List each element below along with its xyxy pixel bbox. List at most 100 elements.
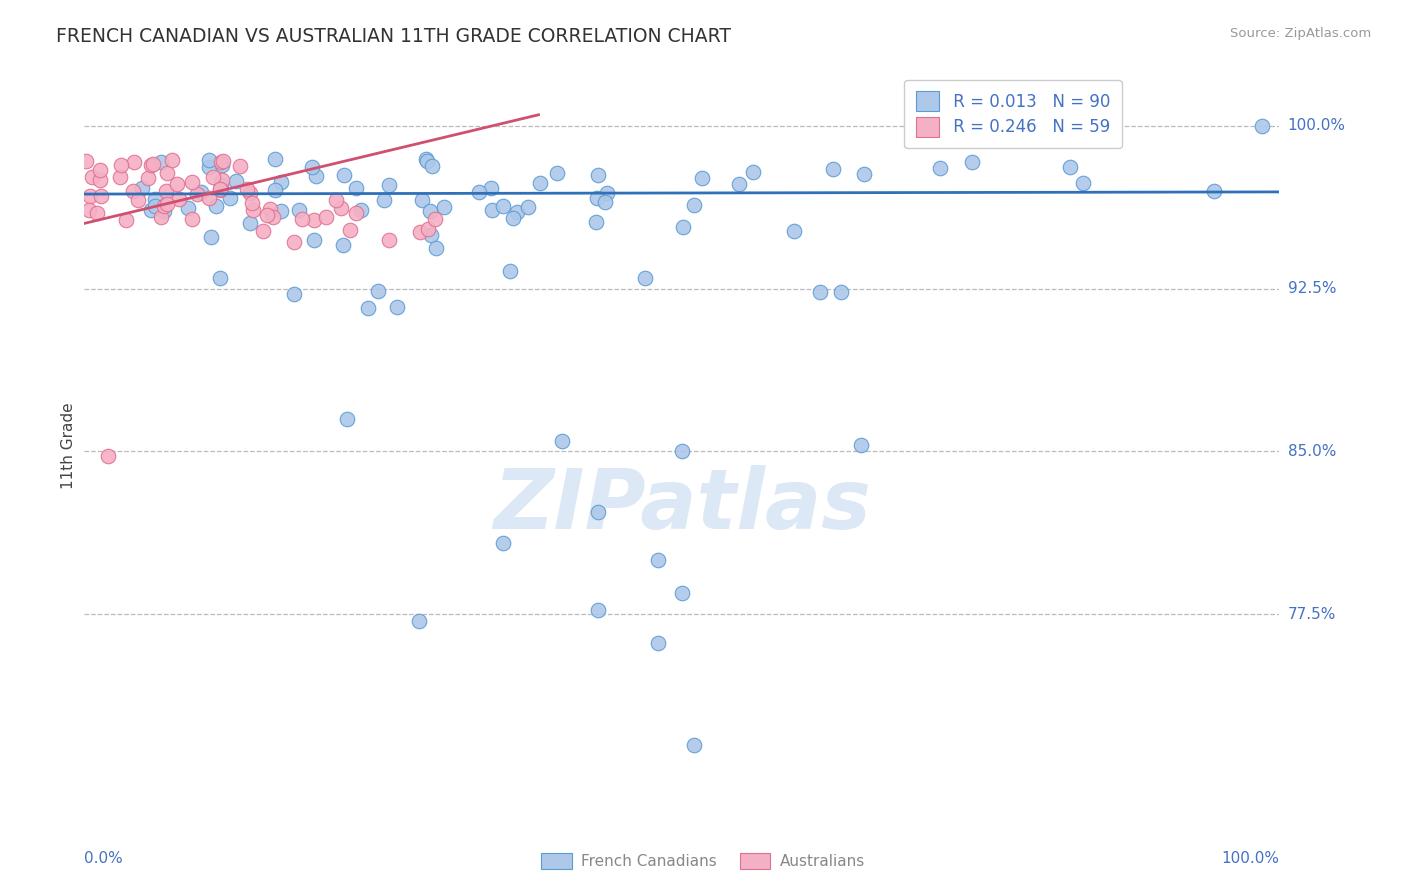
Point [408,614,430,628]
Text: FRENCH CANADIAN VS AUSTRALIAN 11TH GRADE CORRELATION CHART: FRENCH CANADIAN VS AUSTRALIAN 11TH GRADE… [56,27,731,45]
Point [517,200,540,214]
Point [367,284,389,298]
Point [529,176,551,190]
Point [420,228,443,243]
Point [499,263,522,277]
Point [259,202,281,216]
Point [200,230,222,244]
Point [204,199,226,213]
Point [283,235,305,249]
Point [89,173,111,187]
Point [502,211,524,225]
Point [492,199,515,213]
Point [291,211,314,226]
Text: 85.0%: 85.0% [1288,444,1336,458]
Point [588,505,610,519]
Point [150,210,173,224]
Point [209,178,232,193]
Point [672,219,695,234]
Point [647,553,669,567]
Point [301,160,323,174]
Point [142,157,165,171]
Point [420,159,443,173]
Point [160,153,183,167]
Point [190,186,212,200]
Point [546,166,568,180]
Point [208,183,231,197]
Point [139,158,162,172]
Point [225,174,247,188]
Point [143,199,166,213]
Point [851,438,873,452]
Point [122,155,145,169]
Point [551,434,574,448]
Point [357,301,380,315]
Point [468,185,491,199]
Point [264,152,287,166]
Point [1059,160,1081,174]
Point [136,170,159,185]
Text: 77.5%: 77.5% [1288,607,1336,622]
Point [239,216,262,230]
Point [156,166,179,180]
Point [418,221,440,235]
Point [683,198,706,212]
Point [415,153,437,167]
Point [167,192,190,206]
Text: 92.5%: 92.5% [1288,281,1336,296]
Point [197,160,219,174]
Point [586,168,609,182]
Point [252,224,274,238]
Point [1204,184,1226,198]
Point [928,161,950,176]
Point [823,161,845,176]
Point [423,211,446,226]
Point [115,213,138,227]
Point [236,182,259,196]
Point [419,204,441,219]
Point [415,154,437,169]
Point [263,183,285,197]
Point [830,285,852,299]
Point [783,224,806,238]
Point [647,635,669,649]
Point [596,186,619,201]
Point [411,193,433,207]
Point [305,169,328,183]
Point [325,193,347,207]
Point [634,270,657,285]
Point [742,164,765,178]
Point [149,155,172,169]
Point [671,585,693,599]
Point [690,170,713,185]
Point [378,178,401,192]
Point [339,222,361,236]
Point [270,204,292,219]
Point [229,160,252,174]
Point [97,449,120,463]
Point [153,203,176,218]
Point [588,603,610,617]
Point [586,190,609,204]
Point [202,170,225,185]
Point [1071,176,1094,190]
Point [209,181,232,195]
Point [143,192,166,206]
Legend:  R = 0.013   N = 90,  R = 0.246   N = 59: R = 0.013 N = 90, R = 0.246 N = 59 [904,79,1122,148]
Point [177,201,200,215]
Point [131,181,153,195]
Point [208,271,231,285]
Point [333,168,356,182]
Point [344,205,367,219]
Point [481,202,503,217]
Point [155,184,177,198]
Point [90,189,112,203]
Point [336,412,359,426]
Point [198,191,221,205]
Point [139,203,162,218]
Point [315,210,337,224]
Text: 0.0%: 0.0% [84,851,124,866]
Point [332,237,354,252]
Point [212,153,235,168]
Text: 100.0%: 100.0% [1222,851,1279,866]
